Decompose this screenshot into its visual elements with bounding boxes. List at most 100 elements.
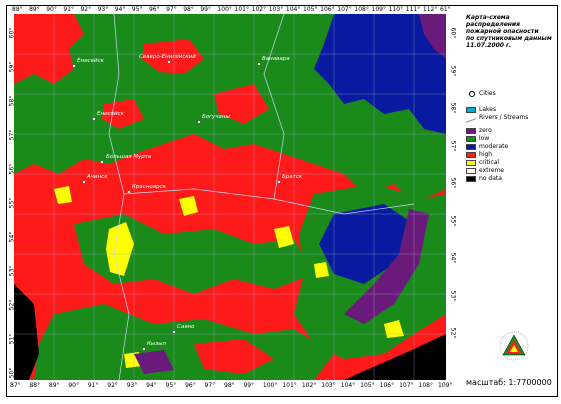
city-label: Саяно (177, 324, 195, 330)
legend-label: critical (479, 159, 500, 166)
city-label: Ванавара (262, 56, 290, 62)
lakes-swatch (466, 106, 476, 113)
longitude-tick-label: 92° (107, 382, 118, 389)
longitude-tick-label: 106° (320, 6, 335, 13)
map-region-critical-3 (274, 226, 294, 248)
class-swatch (466, 143, 476, 150)
legend-label: zero (479, 127, 492, 134)
city-label: Красноярск (132, 184, 166, 190)
legend-cities: Cities (466, 90, 496, 97)
longitude-tick-label: 99° (243, 382, 255, 389)
map-region-critical-4 (54, 186, 72, 204)
city-dot-icon (142, 347, 146, 351)
title-line: распределения (466, 21, 520, 28)
longitude-tick-label: 102° (251, 6, 267, 13)
city-label: Богучаны (202, 114, 230, 120)
legend-label: no data (479, 175, 502, 182)
legend-class-high: high (466, 151, 492, 158)
longitude-tick-label: 103° (268, 6, 284, 13)
fire-danger-map[interactable]: Енисейск Северо-Енисейский Ванавара Енис… (14, 14, 446, 380)
legend-class-extreme: extreme (466, 167, 504, 174)
longitude-tick-label: 104° (285, 6, 301, 13)
legend-class-zero: zero (466, 127, 492, 134)
legend-label: low (479, 135, 490, 142)
latitude-tick-label: 59° (8, 61, 16, 73)
longitude-tick-label: 91° (63, 6, 74, 13)
longitude-tick-label: 110° (388, 6, 404, 13)
legend-class-low: low (466, 135, 489, 142)
longitude-tick-label: 111° (405, 6, 421, 13)
map-region-high-n2 (142, 39, 204, 74)
legend-label: Lakes (479, 106, 497, 113)
longitude-tick-label: 94° (114, 6, 126, 13)
longitude-tick-label: 88° (29, 382, 41, 389)
rivers (108, 14, 415, 380)
city-dots (72, 60, 281, 351)
latitude-tick-label: 56° (8, 163, 16, 175)
longitude-tick-label: 108° (418, 382, 433, 389)
city-dot-icon (257, 62, 261, 66)
latitude-tick-label: 50° (8, 367, 16, 379)
legend-label: high (479, 151, 493, 158)
latitude-tick-label: 56° (449, 177, 457, 189)
city-label: Енисейск (77, 58, 104, 64)
latitude-tick-label: 54° (8, 231, 16, 243)
latitude-tick-label: 52° (8, 299, 16, 311)
longitude-tick-label: 95° (131, 6, 143, 13)
latitude-tick-label: 57° (449, 140, 457, 151)
longitude-tick-label: 87° (10, 382, 21, 389)
latitude-tick-label: 60° (449, 27, 457, 39)
map-canvas (14, 14, 446, 380)
city-label: Енисейск (97, 111, 124, 117)
class-swatch (466, 167, 476, 174)
legend-label: Rivers / Streams (479, 114, 529, 121)
legend-rivers: Rivers / Streams (466, 112, 529, 123)
city-dot-icon (82, 180, 86, 184)
longitude-tick-label: 104° (340, 382, 356, 389)
longitude-tick-label: 90° (46, 6, 57, 13)
city-dot-icon (197, 120, 201, 124)
latitude-tick-label: 58° (8, 95, 16, 107)
legend-class-nodata: no data (466, 175, 502, 182)
map-scale: масштаб: 1:7700000 (466, 378, 552, 387)
longitude-tick-label: 93° (97, 6, 109, 13)
longitude-tick-label: 94° (146, 382, 157, 389)
latitude-tick-label: 51° (8, 333, 16, 345)
longitude-tick-label: 112° (422, 6, 438, 13)
map-region-critical-7 (314, 262, 329, 278)
city-dot-icon (172, 330, 176, 334)
longitude-tick-label: 105° (360, 382, 375, 389)
longitude-tick-label: 107° (337, 6, 352, 13)
city-dot-icon (127, 190, 131, 194)
city-dot-icon (469, 90, 475, 97)
latitude-tick-label: 54° (449, 252, 457, 264)
city-label: Ачинск (87, 174, 108, 180)
longitude-tick-label: 101° (234, 6, 249, 13)
latitude-tick-label: 59° (449, 65, 457, 76)
longitude-tick-label: 89° (48, 382, 60, 389)
map-region-zero-se (344, 209, 429, 324)
longitude-tick-label: 95° (165, 382, 177, 389)
city-label: Большая Мурта (106, 154, 152, 160)
title-line: 11.07.2000 г. (466, 42, 512, 49)
longitude-tick-label: 88° (12, 6, 23, 13)
city-dot-icon (277, 180, 281, 184)
map-region-high-n4 (102, 99, 144, 129)
longitude-tick-label: 109° (438, 382, 453, 389)
longitude-tick-label: 99° (200, 6, 211, 13)
longitude-tick-label: 89° (29, 6, 40, 13)
class-swatch (466, 151, 476, 158)
title-line: по спутниковым данным (466, 35, 552, 42)
map-nodata-sw (14, 284, 39, 380)
latitude-tick-label: 55° (8, 197, 16, 209)
longitude-tick-label: 98° (183, 6, 194, 13)
city-dot-icon (92, 117, 96, 121)
longitude-tick-label: 102° (301, 382, 317, 389)
longitude-tick-label: 96° (185, 382, 196, 389)
title-line: Карта-схема (466, 14, 510, 21)
longitude-tick-label: 91° (87, 382, 99, 389)
latitude-tick-label: 53° (8, 265, 16, 277)
longitude-tick-label: 100° (217, 6, 232, 13)
city-dot-icon (100, 160, 104, 164)
fire-triangle-logo (499, 331, 529, 361)
